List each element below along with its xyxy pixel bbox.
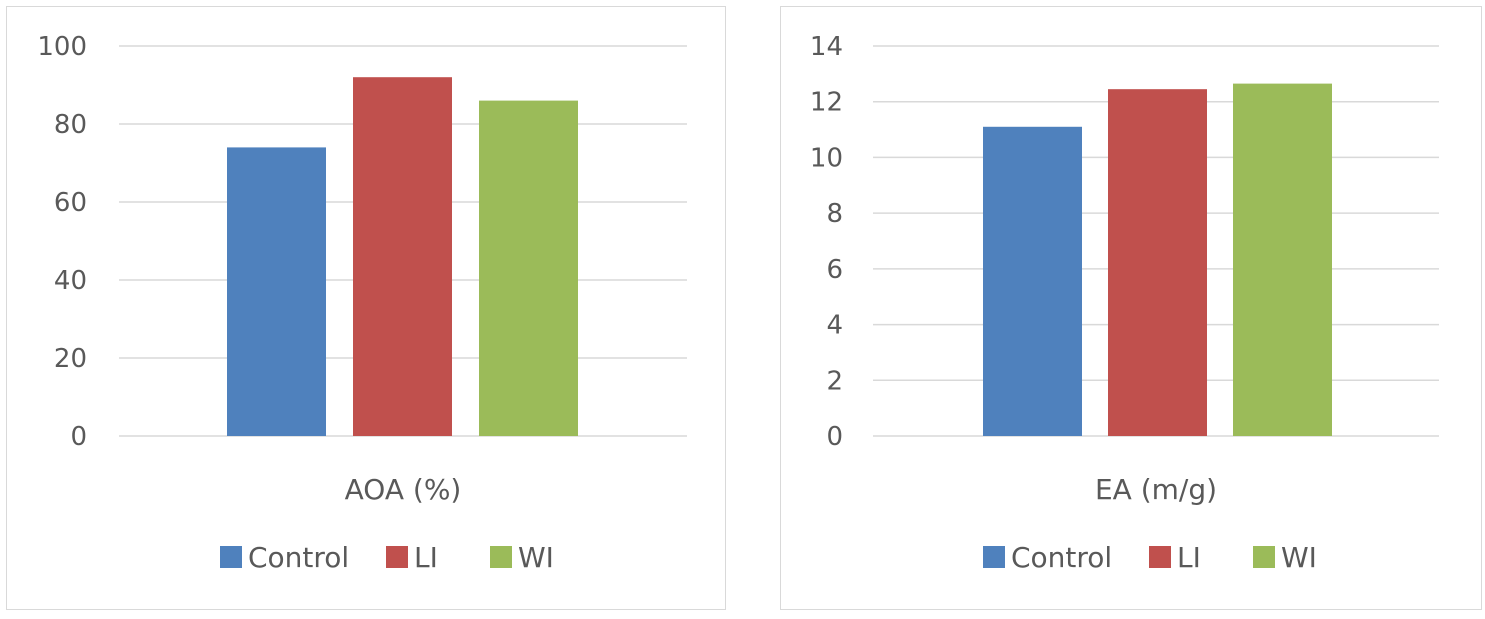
- y-tick-label: 20: [54, 344, 87, 374]
- y-tick-label: 6: [826, 255, 843, 285]
- y-tick-label: 12: [810, 88, 843, 118]
- legend-label-li: LI: [414, 541, 438, 574]
- legend-label-wi: WI: [1281, 541, 1317, 574]
- bar-control: [227, 147, 326, 436]
- chart-ea: 0 2 4 6 8 10 12 14 EA (m/g) Control LI WI: [810, 32, 1439, 574]
- legend-swatch-li: [386, 546, 408, 568]
- y-tick-label: 0: [70, 422, 87, 452]
- y-tick-label: 2: [826, 366, 843, 396]
- legend-swatch-control: [983, 546, 1005, 568]
- y-tick-label: 4: [826, 311, 843, 341]
- legend-swatch-li: [1149, 546, 1171, 568]
- bar-wi: [479, 100, 578, 436]
- legend-swatch-control: [220, 546, 242, 568]
- bar-control: [983, 126, 1082, 437]
- legend-label-li: LI: [1177, 541, 1201, 574]
- legend-label-wi: WI: [518, 541, 554, 574]
- legend-swatch-wi: [1253, 546, 1275, 568]
- y-tick-label: 8: [826, 199, 843, 229]
- bar-wi: [1233, 83, 1332, 436]
- legend-label-control: Control: [248, 541, 349, 574]
- y-tick-label: 0: [826, 422, 843, 452]
- chart-panel-aoa: 0 20 40 60 80 100 AOA (%) Control LI WI: [6, 6, 726, 610]
- bar-li: [353, 77, 452, 436]
- x-category-label: AOA (%): [345, 473, 462, 506]
- x-category-label: EA (m/g): [1095, 473, 1217, 506]
- y-tick-label: 100: [37, 32, 87, 62]
- y-tick-label: 10: [810, 143, 843, 173]
- bar-li: [1108, 89, 1207, 436]
- y-tick-label: 40: [54, 266, 87, 296]
- chart-aoa: 0 20 40 60 80 100 AOA (%) Control LI WI: [37, 32, 687, 574]
- y-tick-label: 60: [54, 188, 87, 218]
- y-tick-label: 80: [54, 110, 87, 140]
- y-tick-label: 14: [810, 32, 843, 62]
- chart-panel-ea: 0 2 4 6 8 10 12 14 EA (m/g) Control LI WI: [780, 6, 1482, 610]
- legend-swatch-wi: [490, 546, 512, 568]
- legend-label-control: Control: [1011, 541, 1112, 574]
